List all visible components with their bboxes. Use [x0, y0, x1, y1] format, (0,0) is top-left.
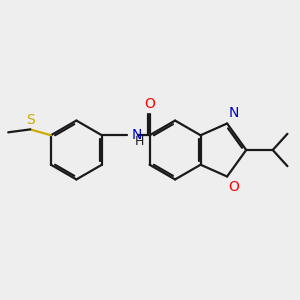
Text: N: N — [229, 106, 239, 120]
Text: N: N — [131, 128, 142, 142]
Text: H: H — [135, 135, 144, 148]
Text: S: S — [26, 113, 35, 127]
Text: O: O — [229, 180, 239, 194]
Text: O: O — [144, 97, 155, 111]
